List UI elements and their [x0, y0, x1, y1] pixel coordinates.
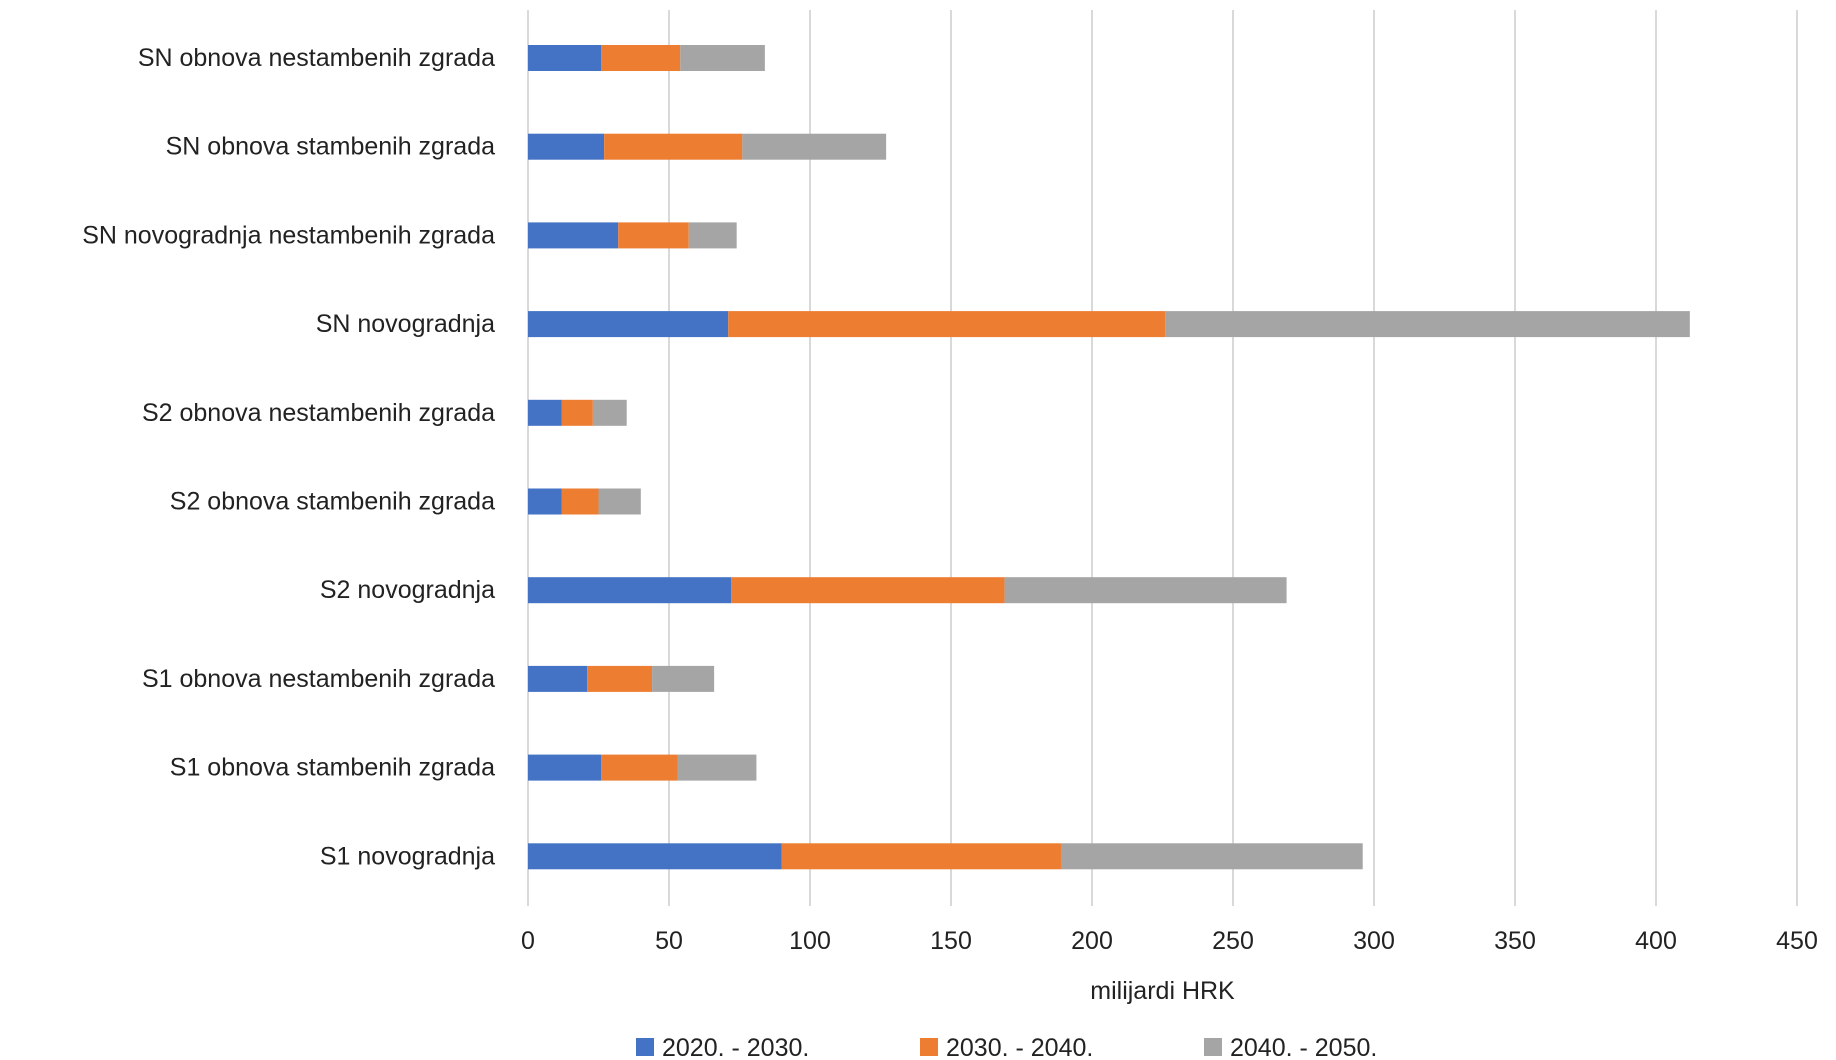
bar-segment-1	[528, 399, 562, 426]
x-tick-label: 150	[930, 927, 972, 955]
x-tick-label: 350	[1494, 927, 1536, 955]
bar-segment-3	[742, 133, 887, 160]
bars	[528, 45, 1690, 870]
bar-segment-2	[618, 222, 689, 249]
bar-segment-1	[528, 311, 729, 338]
legend-label-2: 2030. - 2040.	[946, 1034, 1093, 1060]
category-label: S1 novogradnja	[320, 842, 495, 870]
x-tick-label: 400	[1635, 927, 1677, 955]
category-label: SN novogradnja	[316, 310, 495, 338]
legend-swatch-2	[920, 1038, 938, 1056]
category-label: SN obnova stambenih zgrada	[166, 133, 495, 161]
bar-segment-2	[781, 843, 1061, 870]
bar-segment-1	[528, 488, 562, 515]
category-label: S2 obnova stambenih zgrada	[170, 488, 495, 516]
x-axis-title: milijardi HRK	[1090, 977, 1235, 1005]
bar-segment-3	[1004, 577, 1287, 604]
bar-segment-2	[728, 311, 1166, 338]
legend-swatch-1	[636, 1038, 654, 1056]
bar-segment-3	[652, 665, 715, 692]
category-label: SN obnova nestambenih zgrada	[138, 44, 495, 72]
bar-segment-2	[604, 133, 743, 160]
bar-segment-1	[528, 577, 732, 604]
category-label: S1 obnova stambenih zgrada	[170, 754, 495, 782]
x-tick-label: 450	[1776, 927, 1818, 955]
category-labels: SN obnova nestambenih zgrada SN obnova st…	[82, 44, 495, 870]
bar-segment-3	[677, 754, 757, 781]
bar-segment-3	[592, 399, 627, 426]
category-label: SN novogradnja nestambenih zgrada	[82, 221, 495, 249]
legend-swatch-3	[1204, 1038, 1222, 1056]
bar-segment-2	[561, 399, 593, 426]
bar-segment-1	[528, 45, 602, 71]
x-tick-label: 250	[1212, 927, 1254, 955]
bar-segment-2	[601, 754, 678, 781]
legend: 2020. - 2030. 2030. - 2040. 2040. - 2050.	[636, 1034, 1377, 1060]
bar-segment-1	[528, 665, 588, 692]
category-label: S2 novogradnja	[320, 576, 495, 604]
bar-segment-1	[528, 222, 619, 249]
x-tick-label: 200	[1071, 927, 1113, 955]
bar-segment-1	[528, 133, 605, 160]
bar-segment-3	[1165, 311, 1690, 338]
legend-label-3: 2040. - 2050.	[1230, 1034, 1377, 1060]
x-tick-label: 100	[789, 927, 831, 955]
bar-segment-3	[1060, 843, 1363, 870]
x-tick-labels: 0 50 100 150 200 250 300 350 400 450	[521, 927, 1818, 955]
x-tick-label: 0	[521, 927, 535, 955]
bar-segment-2	[731, 577, 1005, 604]
bar-segment-2	[601, 45, 681, 71]
category-label: S1 obnova nestambenih zgrada	[142, 665, 495, 693]
bar-segment-3	[680, 45, 765, 71]
bar-segment-3	[598, 488, 641, 515]
bar-segment-1	[528, 754, 602, 781]
category-label: S2 obnova nestambenih zgrada	[142, 399, 495, 427]
bar-segment-2	[561, 488, 599, 515]
legend-label-1: 2020. - 2030.	[662, 1034, 809, 1060]
x-tick-label: 50	[655, 927, 683, 955]
bar-segment-3	[688, 222, 737, 249]
bar-segment-2	[587, 665, 653, 692]
x-tick-label: 300	[1353, 927, 1395, 955]
bar-segment-1	[528, 843, 782, 870]
